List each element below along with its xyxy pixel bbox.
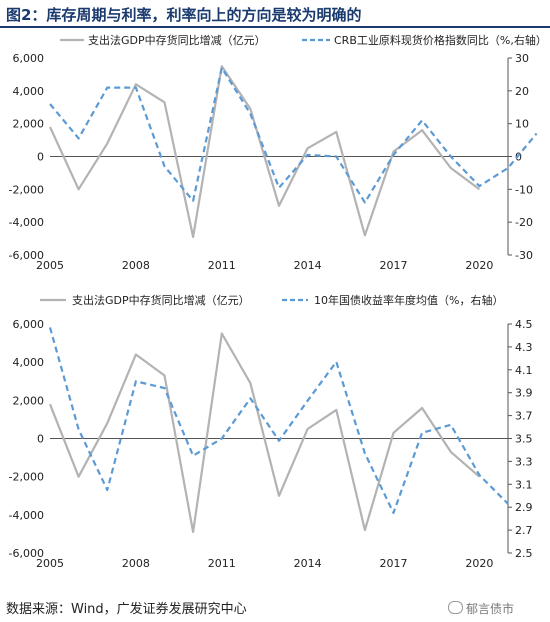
right-tick-label: -20 xyxy=(515,216,533,229)
watermark-text: 郁言债市 xyxy=(466,602,515,616)
right-tick-label: 10 xyxy=(515,118,529,131)
series-line-left-axis xyxy=(49,65,481,238)
series-line-right-axis xyxy=(48,327,509,514)
right-tick-label: 4.3 xyxy=(515,341,533,354)
left-tick-label: -2,000 xyxy=(9,183,44,196)
x-tick-label: 2020 xyxy=(465,557,493,570)
right-tick-label: 2.9 xyxy=(515,501,533,514)
x-tick-label: 2011 xyxy=(208,557,236,570)
right-tick-label: 4.1 xyxy=(515,364,533,377)
x-tick-label: 2005 xyxy=(36,259,64,272)
chart-top: -6,000 -4,000 -2,000 0 2,000 4,000 6,000 -30 -20… xyxy=(0,28,550,283)
left-tick-label: -4,000 xyxy=(9,216,44,229)
right-tick-label: 20 xyxy=(515,85,529,98)
right-tick-label: 3.5 xyxy=(515,433,533,446)
x-tick-label: 2014 xyxy=(294,557,322,570)
right-tick-label: 30 xyxy=(515,52,529,65)
legend-label: 支出法GDP中存货同比增减（亿元） xyxy=(88,33,266,47)
x-tick-label: 2014 xyxy=(294,259,322,272)
x-tick-label: 2011 xyxy=(208,259,236,272)
right-tick-label: 3.7 xyxy=(515,410,533,423)
left-tick-label: 2,000 xyxy=(13,118,45,131)
legend-label: 10年国债收益率年度均值（%，右轴） xyxy=(314,293,503,307)
legend-label: CRB工业原料现货价格指数同比（%,右轴） xyxy=(334,33,547,47)
left-tick-label: -4,000 xyxy=(9,509,44,522)
series-line-right-axis xyxy=(49,66,538,204)
series-line-left-axis xyxy=(48,332,481,534)
x-tick-label: 2020 xyxy=(465,259,493,272)
chart-bottom-svg: -6,000 -4,000 -2,000 0 2,000 4,000 6,000 2.5 2.7… xyxy=(9,293,533,570)
x-tick-label: 2017 xyxy=(380,259,408,272)
right-tick-label: -10 xyxy=(515,183,533,196)
watermark: 郁言债市 xyxy=(448,600,514,617)
left-tick-label: 6,000 xyxy=(13,52,45,65)
x-tick-label: 2017 xyxy=(380,557,408,570)
figure-title: 图2：库存周期与利率，利率向上的方向是较为明确的 xyxy=(6,6,362,24)
left-tick-label: -6,000 xyxy=(9,249,44,262)
right-tick-label: 4.5 xyxy=(515,318,533,331)
left-tick-label: 0 xyxy=(37,433,44,446)
chart-top-svg: -6,000 -4,000 -2,000 0 2,000 4,000 6,000 -30 -20… xyxy=(9,33,547,272)
x-tick-label: 2008 xyxy=(122,259,150,272)
chart-bottom: -6,000 -4,000 -2,000 0 2,000 4,000 6,000 2.5 2.7… xyxy=(0,288,550,580)
left-tick-label: 0 xyxy=(37,151,44,164)
left-tick-label: 6,000 xyxy=(13,318,45,331)
right-tick-label: 3.1 xyxy=(515,478,533,491)
right-tick-label: 3.3 xyxy=(515,455,533,468)
left-tick-label: -2,000 xyxy=(9,471,44,484)
x-tick-label: 2008 xyxy=(122,557,150,570)
legend-label: 支出法GDP中存货同比增减（亿元） xyxy=(72,293,250,307)
title-divider xyxy=(0,26,550,28)
right-tick-label: 2.5 xyxy=(515,547,533,560)
left-tick-label: -6,000 xyxy=(9,547,44,560)
right-tick-label: 3.9 xyxy=(515,387,533,400)
source-note: 数据来源：Wind，广发证券发展研究中心 xyxy=(6,602,247,617)
wechat-icon xyxy=(448,601,463,614)
left-tick-label: 4,000 xyxy=(13,356,45,369)
right-tick-label: 2.7 xyxy=(515,524,533,537)
left-tick-label: 2,000 xyxy=(13,394,45,407)
x-tick-label: 2005 xyxy=(36,557,64,570)
right-tick-label: -30 xyxy=(515,249,533,262)
left-tick-label: 4,000 xyxy=(13,85,45,98)
